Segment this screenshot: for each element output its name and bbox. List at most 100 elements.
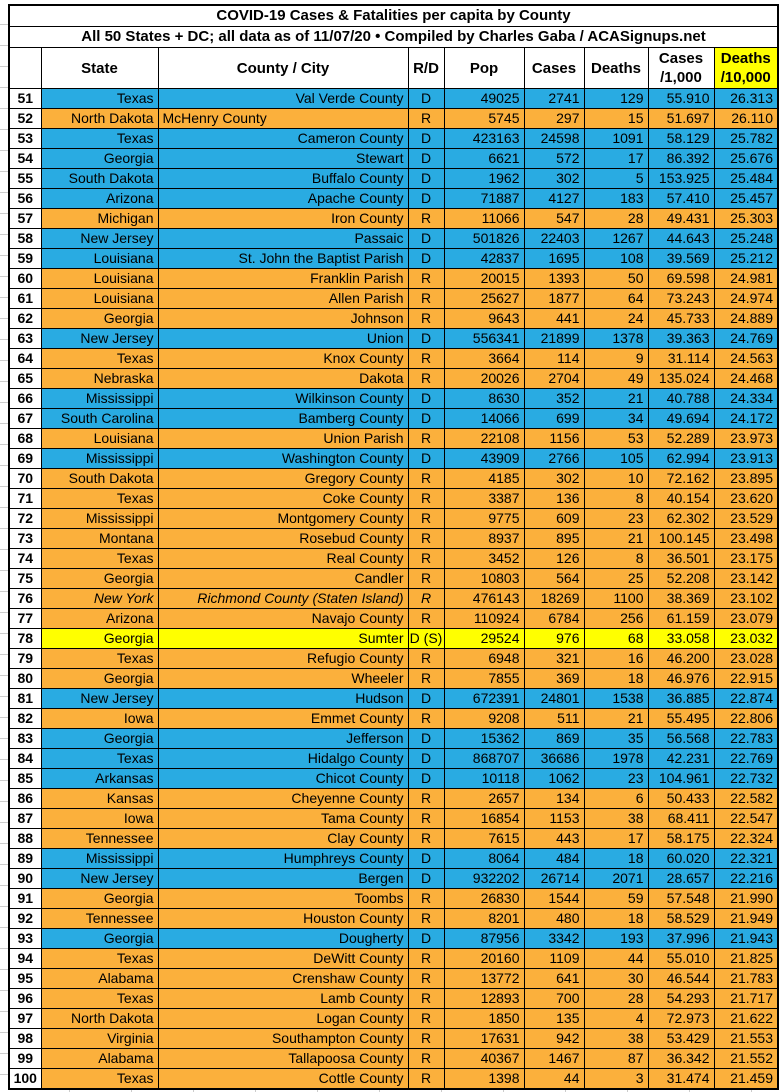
cell-cases-per-1000: 62.302 xyxy=(647,508,715,529)
cell-rd: D xyxy=(407,748,445,769)
cell-rank: 96 xyxy=(8,988,42,1009)
table-row: 59 Louisiana St. John the Baptist Parish D 4… xyxy=(8,248,779,269)
cell-rank: 70 xyxy=(8,468,42,489)
cell-deaths: 18 xyxy=(583,668,649,689)
cell-cases: 369 xyxy=(523,668,585,689)
cell-pop: 87956 xyxy=(443,928,525,949)
cell-state: Texas xyxy=(40,648,159,669)
cell-pop: 10803 xyxy=(443,568,525,589)
cell-deaths-per-10000: 22.216 xyxy=(713,868,779,889)
cell-cases-per-1000: 57.410 xyxy=(647,188,715,209)
cell-rd: R xyxy=(407,1008,445,1029)
cell-cases-per-1000: 72.973 xyxy=(647,1008,715,1029)
cell-deaths-per-10000: 21.622 xyxy=(713,1008,779,1029)
cell-rd: R xyxy=(407,468,445,489)
table-row: 79 Texas Refugio County R 6948 321 16 46.200 23.… xyxy=(8,648,779,669)
cell-state: Mississippi xyxy=(40,388,159,409)
cell-pop: 8937 xyxy=(443,528,525,549)
cell-state: Louisiana xyxy=(40,268,159,289)
cell-deaths: 183 xyxy=(583,188,649,209)
page-title: COVID-19 Cases & Fatalities per capita b… xyxy=(8,4,779,27)
table-row: 91 Georgia Toombs R 26830 1544 59 57.548 21.990 xyxy=(8,888,779,909)
cell-deaths-per-10000: 22.769 xyxy=(713,748,779,769)
cell-deaths: 35 xyxy=(583,728,649,749)
cell-cases-per-1000: 104.961 xyxy=(647,768,715,789)
cell-state: Texas xyxy=(40,548,159,569)
cell-pop: 2657 xyxy=(443,788,525,809)
cell-cases: 352 xyxy=(523,388,585,409)
cell-cases-per-1000: 36.342 xyxy=(647,1048,715,1069)
cell-cases-per-1000: 44.643 xyxy=(647,228,715,249)
cell-pop: 22108 xyxy=(443,428,525,449)
cell-cases-per-1000: 37.996 xyxy=(647,928,715,949)
cell-deaths-per-10000: 25.212 xyxy=(713,248,779,269)
cell-state: Texas xyxy=(40,488,159,509)
cell-rd: R xyxy=(407,888,445,909)
cell-state: New Jersey xyxy=(40,228,159,249)
cell-county: Coke County xyxy=(157,488,409,509)
cell-pop: 15362 xyxy=(443,728,525,749)
cell-pop: 110924 xyxy=(443,608,525,629)
cell-deaths-per-10000: 24.334 xyxy=(713,388,779,409)
cell-rank: 58 xyxy=(8,228,42,249)
cell-deaths: 1100 xyxy=(583,588,649,609)
cell-state: Texas xyxy=(40,128,159,149)
cell-county: Houston County xyxy=(157,908,409,929)
cell-deaths: 2071 xyxy=(583,868,649,889)
cell-state: Texas xyxy=(40,988,159,1009)
cell-county: Allen Parish xyxy=(157,288,409,309)
cell-deaths: 108 xyxy=(583,248,649,269)
cell-rd: D xyxy=(407,848,445,869)
table-row: 81 New Jersey Hudson D 672391 24801 1538 36.885… xyxy=(8,688,779,709)
cell-state: Tennessee xyxy=(40,908,159,929)
cell-pop: 40367 xyxy=(443,1048,525,1069)
cell-county: Knox County xyxy=(157,348,409,369)
cell-deaths: 1538 xyxy=(583,688,649,709)
cell-rd: D xyxy=(407,128,445,149)
table-row: 94 Texas DeWitt County R 20160 1109 44 55.010 21… xyxy=(8,948,779,969)
cell-cases: 1467 xyxy=(523,1048,585,1069)
cell-deaths-per-10000: 22.582 xyxy=(713,788,779,809)
cell-cases-per-1000: 135.024 xyxy=(647,368,715,389)
cell-county: Cameron County xyxy=(157,128,409,149)
table-row: 72 Mississippi Montgomery County R 9775 609 23… xyxy=(8,508,779,529)
cell-pop: 8201 xyxy=(443,908,525,929)
cell-cases: 21899 xyxy=(523,328,585,349)
table-row: 86 Kansas Cheyenne County R 2657 134 6 50.433 22… xyxy=(8,788,779,809)
cell-rank: 55 xyxy=(8,168,42,189)
table-row: 83 Georgia Jefferson D 15362 869 35 56.568 22.78… xyxy=(8,728,779,749)
cell-cases-per-1000: 55.010 xyxy=(647,948,715,969)
cell-county: Hidalgo County xyxy=(157,748,409,769)
col-header-deaths: Deaths xyxy=(583,47,649,89)
cell-cases-per-1000: 58.529 xyxy=(647,908,715,929)
cell-rank: 56 xyxy=(8,188,42,209)
cell-deaths: 49 xyxy=(583,368,649,389)
cell-deaths-per-10000: 24.769 xyxy=(713,328,779,349)
cell-cases: 24598 xyxy=(523,128,585,149)
table-row: 74 Texas Real County R 3452 126 8 36.501 23.175 xyxy=(8,548,779,569)
cell-deaths-per-10000: 23.913 xyxy=(713,448,779,469)
cell-rd: R xyxy=(407,268,445,289)
cell-pop: 3387 xyxy=(443,488,525,509)
cell-rd: D xyxy=(407,768,445,789)
cell-rank: 61 xyxy=(8,288,42,309)
cell-deaths: 4 xyxy=(583,1008,649,1029)
cell-state: Mississippi xyxy=(40,448,159,469)
col-header-cases: Cases xyxy=(523,47,585,89)
cell-state: Mississippi xyxy=(40,508,159,529)
cell-rd: R xyxy=(407,988,445,1009)
cell-deaths-per-10000: 22.806 xyxy=(713,708,779,729)
cell-pop: 29524 xyxy=(443,628,525,649)
cell-county: Hudson xyxy=(157,688,409,709)
cell-rd: R xyxy=(407,528,445,549)
cell-deaths: 18 xyxy=(583,848,649,869)
cell-deaths-per-10000: 22.321 xyxy=(713,848,779,869)
cell-rd: D xyxy=(407,388,445,409)
cell-pop: 8064 xyxy=(443,848,525,869)
table-row: 58 New Jersey Passaic D 501826 22403 1267 44.64… xyxy=(8,228,779,249)
cell-cases: 1156 xyxy=(523,428,585,449)
cell-cases-per-1000: 62.994 xyxy=(647,448,715,469)
cell-rd: R xyxy=(407,588,445,609)
cell-state: Texas xyxy=(40,1068,159,1090)
cell-cases: 297 xyxy=(523,108,585,129)
